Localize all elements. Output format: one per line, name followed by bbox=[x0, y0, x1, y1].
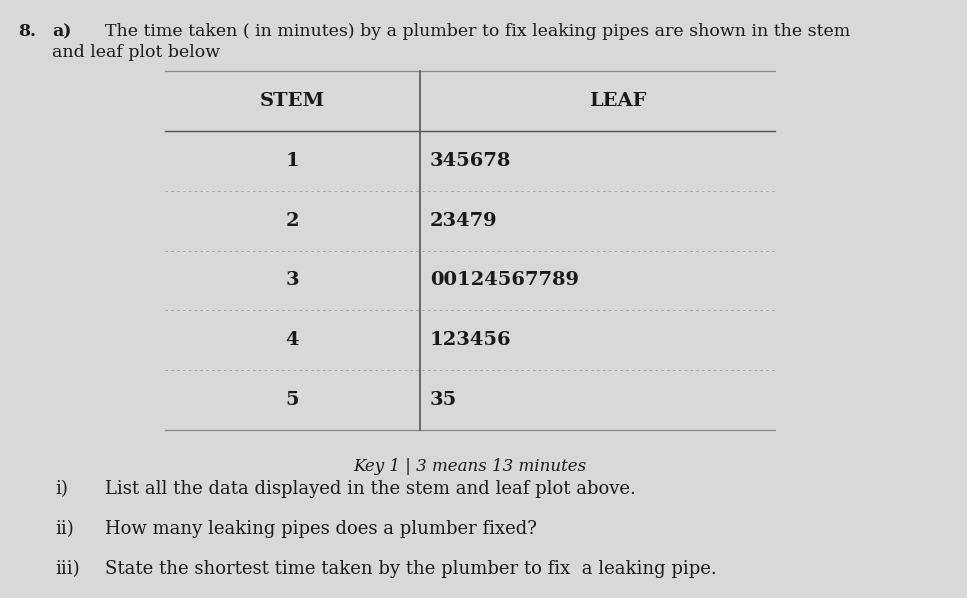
Text: ii): ii) bbox=[55, 520, 73, 538]
Text: 23479: 23479 bbox=[430, 212, 498, 230]
Text: 35: 35 bbox=[430, 391, 457, 409]
Text: How many leaking pipes does a plumber fixed?: How many leaking pipes does a plumber fi… bbox=[105, 520, 537, 538]
Text: and leaf plot below: and leaf plot below bbox=[52, 44, 220, 61]
Text: List all the data displayed in the stem and leaf plot above.: List all the data displayed in the stem … bbox=[105, 480, 636, 498]
Text: 2: 2 bbox=[286, 212, 299, 230]
Text: The time taken ( in minutes) by a plumber to fix leaking pipes are shown in the : The time taken ( in minutes) by a plumbe… bbox=[105, 23, 850, 40]
Text: 3: 3 bbox=[285, 271, 300, 289]
Text: iii): iii) bbox=[55, 560, 79, 578]
Text: LEAF: LEAF bbox=[589, 92, 646, 110]
Text: State the shortest time taken by the plumber to fix  a leaking pipe.: State the shortest time taken by the plu… bbox=[105, 560, 717, 578]
Text: 4: 4 bbox=[286, 331, 299, 349]
Text: i): i) bbox=[55, 480, 68, 498]
Text: 5: 5 bbox=[285, 391, 300, 409]
Text: STEM: STEM bbox=[260, 92, 325, 110]
Text: 123456: 123456 bbox=[430, 331, 512, 349]
Text: 1: 1 bbox=[285, 152, 300, 170]
Text: Key 1 | 3 means 13 minutes: Key 1 | 3 means 13 minutes bbox=[353, 458, 587, 475]
Text: 8.: 8. bbox=[18, 23, 36, 40]
Text: a): a) bbox=[52, 23, 72, 40]
Text: 00124567789: 00124567789 bbox=[430, 271, 579, 289]
Text: 345678: 345678 bbox=[430, 152, 512, 170]
